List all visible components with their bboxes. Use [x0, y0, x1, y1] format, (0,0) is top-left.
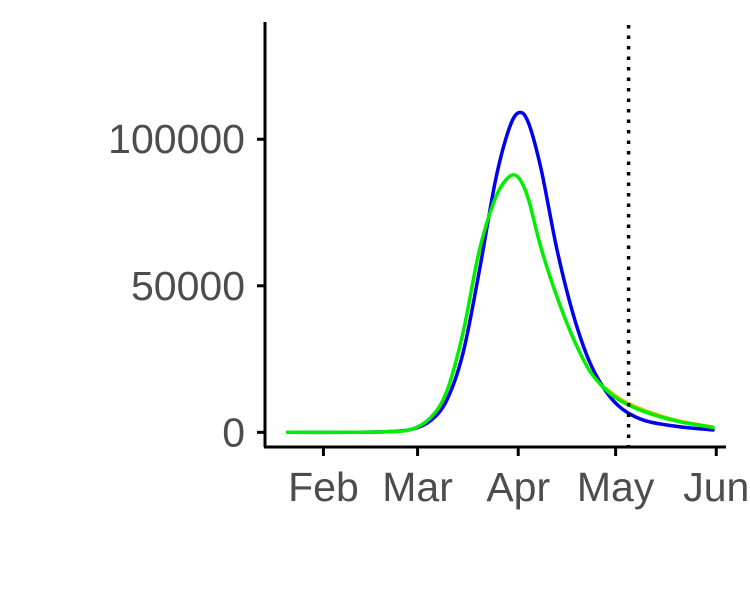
x-tick-label: Feb — [288, 464, 359, 510]
x-tick-labels: Feb Mar Apr May Jun — [288, 464, 749, 510]
series-lines — [285, 110, 715, 435]
y-tick-label: 50000 — [131, 263, 245, 309]
x-tick-label: Mar — [382, 464, 453, 510]
axis-ticks — [257, 137, 718, 456]
y-tick-label: 0 — [222, 409, 245, 455]
series-line-1 — [285, 110, 715, 435]
series-line-3 — [285, 173, 715, 435]
y-tick-label: 100000 — [108, 116, 245, 162]
x-tick-label: Apr — [486, 464, 550, 510]
x-tick-label: Jun — [683, 464, 749, 510]
x-tick-label: May — [577, 464, 655, 510]
y-tick-labels: 0 50000 100000 — [108, 116, 245, 455]
